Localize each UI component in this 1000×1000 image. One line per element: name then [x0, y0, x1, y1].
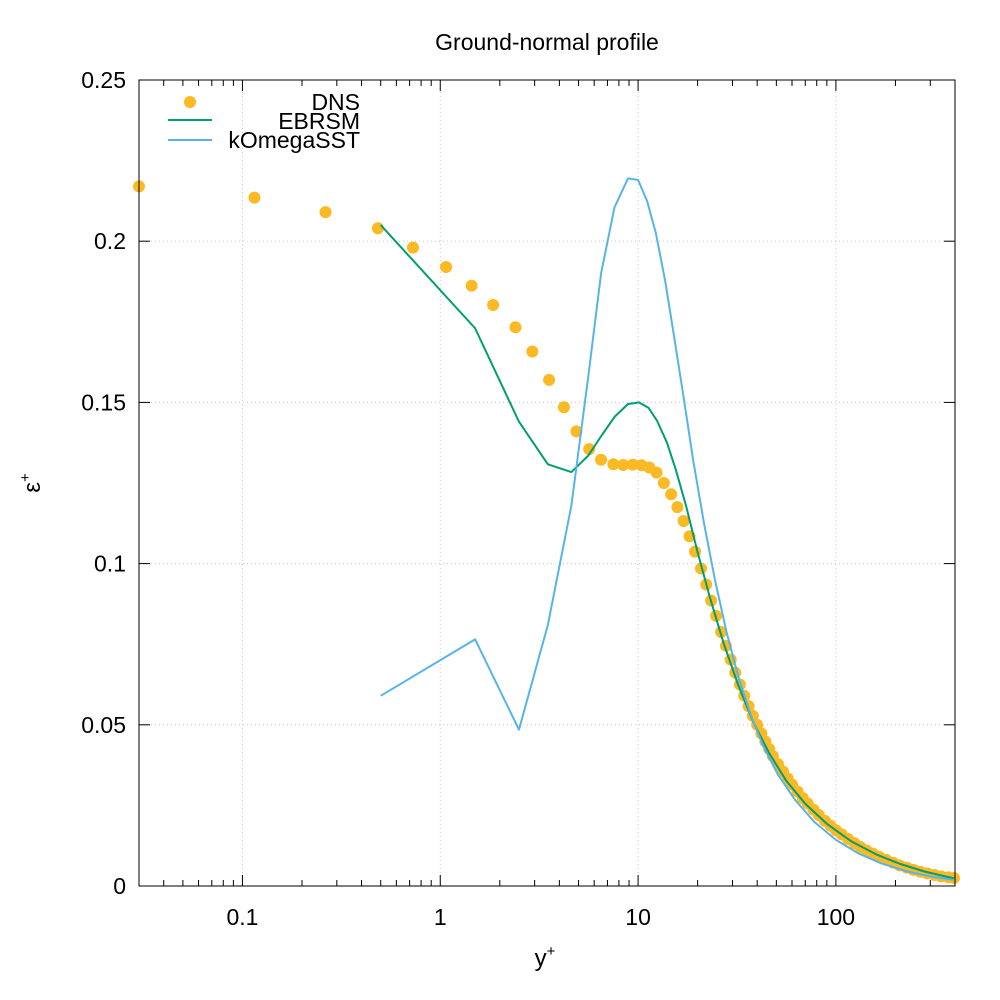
data-point-dns: [671, 501, 684, 514]
data-point-dns: [371, 222, 384, 235]
data-point-dns: [509, 321, 522, 334]
data-point-dns: [607, 458, 620, 471]
legend-marker-dns: [184, 96, 196, 108]
data-point-dns: [665, 488, 678, 501]
y-tick-label: 0.25: [81, 67, 126, 93]
y-axis-label-sup: +: [17, 473, 34, 482]
data-point-dns: [543, 373, 556, 386]
data-point-dns: [319, 206, 332, 219]
y-tick-label: 0.05: [81, 712, 126, 738]
data-point-dns: [677, 515, 690, 528]
grid: [139, 80, 955, 886]
x-tick-label: 1: [434, 904, 447, 930]
data-point-dns: [583, 443, 596, 456]
series-line-ebrsm: [379, 224, 955, 880]
data-point-dns: [570, 425, 583, 438]
data-point-dns: [657, 477, 670, 489]
series-line-komegasst: [380, 177, 955, 881]
data-point-dns: [248, 191, 261, 204]
x-axis-label-main: y: [535, 945, 547, 972]
data-point-dns: [487, 299, 500, 312]
data-point-dns: [650, 466, 663, 479]
x-tick-label: 0.1: [226, 904, 258, 930]
data-point-dns: [557, 401, 570, 414]
x-tick-label: 100: [817, 904, 855, 930]
series-layer: [133, 177, 960, 884]
x-axis-label: y+: [535, 943, 556, 972]
data-point-dns: [626, 458, 639, 471]
data-point-dns: [465, 279, 478, 292]
y-tick-label: 0.2: [94, 228, 126, 254]
x-tick-label: 10: [625, 904, 651, 930]
data-point-dns: [617, 458, 630, 471]
y-axis-label: ε+: [17, 473, 46, 493]
legend: DNS EBRSM kOmegaSST: [168, 89, 360, 153]
chart-title: Ground-normal profile: [435, 29, 659, 55]
y-tick-label: 0.1: [94, 551, 126, 577]
data-point-dns: [440, 260, 453, 273]
y-tick-label: 0: [113, 873, 126, 899]
y-axis-label-main: ε: [19, 482, 46, 493]
plot-frame: [138, 79, 956, 887]
y-tick-label: 0.15: [81, 389, 126, 415]
legend-label-komegasst: kOmegaSST: [228, 127, 360, 153]
ticks: 0.1 1 10 100 0 0.05 0.1 0.15 0.2 0.25: [81, 67, 956, 930]
legend-label-dns: DNS: [311, 89, 360, 115]
data-point-dns: [406, 241, 419, 254]
legend-label-ebrsm: EBRSM: [278, 108, 360, 134]
data-point-dns: [526, 345, 539, 358]
data-point-dns: [595, 453, 608, 466]
x-axis-label-sup: +: [547, 943, 556, 960]
